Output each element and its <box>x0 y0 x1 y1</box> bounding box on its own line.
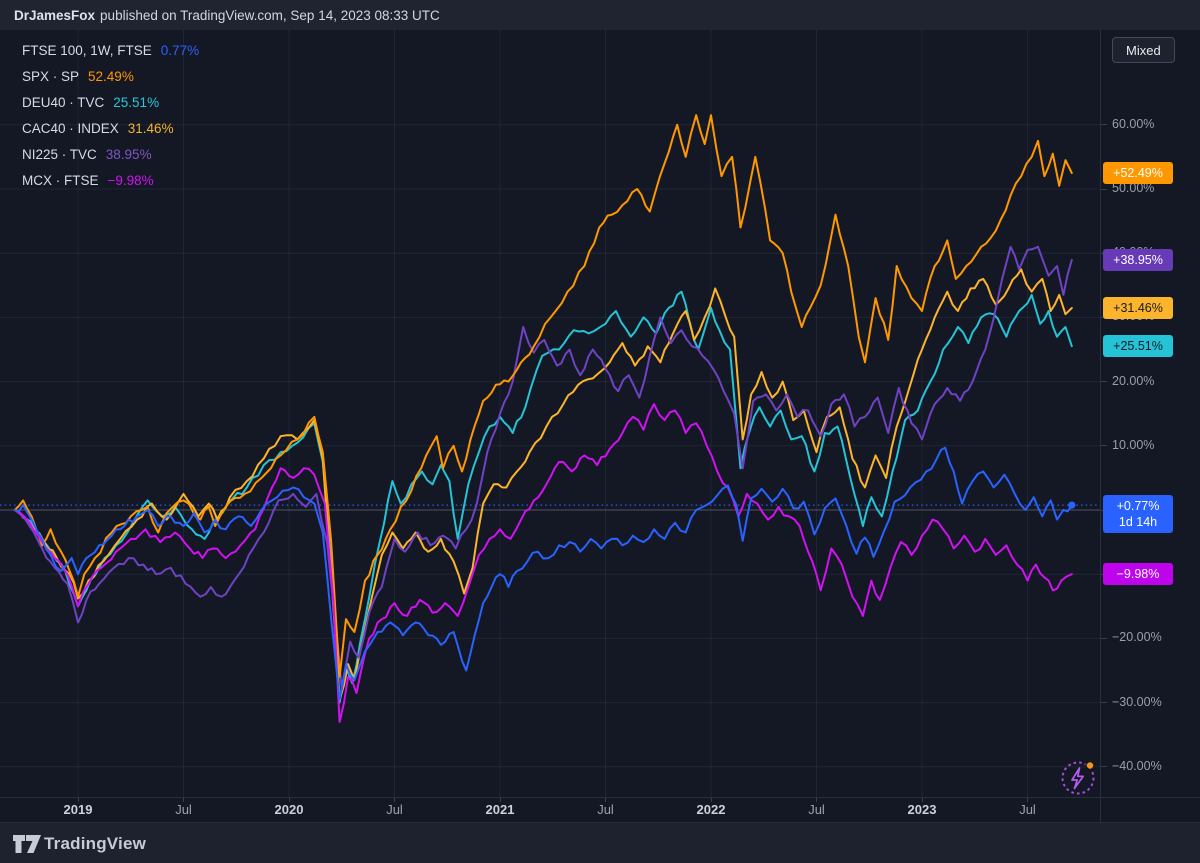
price-scale-label: 20.00% <box>1112 373 1155 388</box>
legend-item-4[interactable]: NI225 · TVC 38.95% <box>22 142 199 168</box>
mixed-currency-button[interactable]: Mixed <box>1112 37 1175 63</box>
time-scale-tick <box>288 798 290 802</box>
time-scale-tick <box>77 798 79 802</box>
price-scale-tick <box>1100 766 1107 768</box>
time-scale-label-jul: Jul <box>1019 802 1036 817</box>
legend-change-value: 25.51% <box>113 95 160 110</box>
price-badge-38.95: +38.95% <box>1103 248 1173 271</box>
publish-info: published on TradingView.com, Sep 14, 20… <box>100 8 440 23</box>
price-scale-tick <box>1100 702 1107 704</box>
price-scale-border <box>1100 30 1101 822</box>
time-scale-tick <box>394 798 395 802</box>
time-scale-label-2020: 2020 <box>274 802 304 817</box>
legend-change-value: 52.49% <box>88 69 134 84</box>
legend-symbol: CAC40 · INDEX <box>22 121 119 136</box>
boost-lightning-icon[interactable] <box>1056 755 1102 801</box>
time-scale-label-2023: 2023 <box>907 802 937 817</box>
legend-change-value: −9.98% <box>107 173 154 188</box>
legend-change-value: 0.77% <box>160 43 200 58</box>
legend-item-0[interactable]: FTSE 100, 1W, FTSE 0.77% <box>22 38 199 64</box>
time-scale-tick <box>1027 798 1028 802</box>
time-scale[interactable]: 2019 Jul 2020 Jul 2021 Jul 2022 Jul 2023 Jul <box>0 798 1200 822</box>
price-scale-tick <box>1100 381 1107 383</box>
price-scale-tick <box>1100 124 1107 126</box>
series-line-mcx[interactable] <box>13 403 1073 723</box>
lightning-bolt-icon <box>1071 767 1085 790</box>
legend-change-value: 31.46% <box>127 121 174 136</box>
time-scale-label-jul: Jul <box>175 802 192 817</box>
time-scale-tick <box>499 798 501 802</box>
legend-item-5[interactable]: MCX · FTSE −9.98% <box>22 168 199 194</box>
price-scale[interactable]: 60.00%50.00%40.00%30.00%20.00%10.00%0.00… <box>1100 0 1200 863</box>
price-badge-52.49: +52.49% <box>1103 162 1173 184</box>
chart-legend: FTSE 100, 1W, FTSE 0.77% SPX · SP 52.49% DEU… <box>22 38 199 194</box>
author-name: DrJamesFox <box>14 8 96 23</box>
time-scale-tick <box>183 798 184 802</box>
time-scale-label-jul: Jul <box>597 802 614 817</box>
price-badge-25.51: +25.51% <box>1103 335 1173 358</box>
time-scale-label-2021: 2021 <box>485 802 515 817</box>
legend-symbol: MCX · FTSE <box>22 173 99 188</box>
price-scale-tick <box>1100 637 1107 639</box>
footer-bar: TradingView <box>0 822 1200 863</box>
legend-item-3[interactable]: CAC40 · INDEX 31.46% <box>22 116 199 142</box>
price-scale-label: 10.00% <box>1112 437 1155 452</box>
time-scale-tick <box>710 798 712 802</box>
price-scale-label: 50.00% <box>1112 181 1155 195</box>
legend-item-1[interactable]: SPX · SP 52.49% <box>22 64 199 90</box>
boost-dot <box>1085 760 1095 771</box>
time-scale-tick <box>921 798 923 802</box>
legend-change-value: 38.95% <box>105 147 152 162</box>
brand-name: TradingView <box>44 834 147 853</box>
series-line-ftse-100[interactable] <box>13 446 1073 701</box>
legend-symbol: SPX · SP <box>22 69 80 84</box>
time-scale-label-jul: Jul <box>386 802 403 817</box>
legend-item-2[interactable]: DEU40 · TVC 25.51% <box>22 90 199 116</box>
time-scale-label-2022: 2022 <box>696 802 726 817</box>
price-scale-label: 60.00% <box>1112 116 1155 131</box>
series-line-cac40[interactable] <box>13 268 1073 701</box>
legend-symbol: NI225 · TVC <box>22 147 97 162</box>
price-scale-label: −20.00% <box>1112 630 1162 645</box>
price-badge-0.77: +0.77% 1d 14h <box>1103 495 1173 534</box>
bar-countdown: 1d 14h <box>1118 515 1158 530</box>
price-scale-tick <box>1100 445 1107 447</box>
price-badge-−9.98: −9.98% <box>1103 563 1173 586</box>
publish-header: DrJamesFox published on TradingView.com, … <box>0 0 1200 30</box>
time-scale-tick <box>816 798 817 802</box>
tradingview-logo-icon <box>13 835 41 853</box>
price-badge-31.46: +31.46% <box>1103 297 1173 320</box>
time-scale-label-2019: 2019 <box>63 802 93 817</box>
time-scale-border <box>0 797 1200 798</box>
legend-symbol: FTSE 100, 1W, FTSE <box>22 43 152 58</box>
series-line-ni225[interactable] <box>13 245 1073 691</box>
price-scale-label: −30.00% <box>1112 694 1162 709</box>
time-scale-label-jul: Jul <box>808 802 825 817</box>
time-scale-tick <box>605 798 606 802</box>
series-line-deu40[interactable] <box>13 290 1073 704</box>
price-scale-label: −40.00% <box>1112 758 1162 773</box>
chart-plot-area[interactable] <box>0 30 1100 797</box>
price-scale-tick <box>1100 188 1107 190</box>
legend-symbol: DEU40 · TVC <box>22 95 105 110</box>
boost-ring <box>1061 761 1095 795</box>
